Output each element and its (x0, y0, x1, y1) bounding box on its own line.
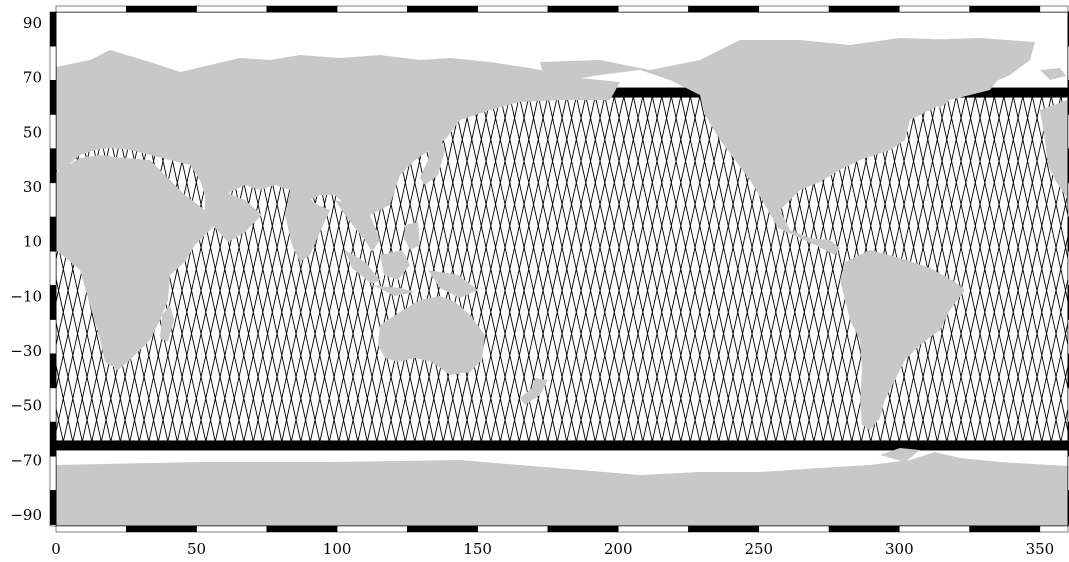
x-tick-label: 100 (323, 540, 352, 558)
x-tick-label: 350 (1026, 540, 1055, 558)
frame-segment-left (49, 285, 57, 320)
frame-segment-bottom (899, 525, 970, 533)
land-western-europe (1040, 100, 1068, 200)
frame-segment-left (49, 421, 57, 457)
frame-segment-left (49, 524, 57, 527)
frame-segment-bottom (55, 525, 127, 533)
y-tick-label: 50 (23, 123, 42, 141)
frame-segment-left (49, 387, 57, 423)
y-tick-label: 10 (23, 233, 42, 251)
land-philippines (404, 222, 420, 250)
frame-segment-top (55, 5, 127, 13)
land-australia (378, 296, 485, 375)
frame-segment-bottom (336, 525, 408, 533)
frame-segment-left (49, 250, 57, 286)
frame-segment-top (828, 5, 900, 13)
frame-segment-left (49, 490, 57, 525)
land-antarctica (56, 452, 1068, 526)
frame-segment-bottom (828, 525, 900, 533)
land-scandinavia (85, 70, 150, 125)
land-java (372, 285, 415, 296)
frame-segment-bottom (758, 525, 830, 533)
frame-segment-bottom (547, 525, 619, 533)
land-iceland (1040, 68, 1066, 80)
frame-segment-bottom (688, 525, 760, 533)
frame-segment-top (617, 5, 689, 13)
land-madagascar (160, 305, 174, 342)
frame-segment-left (49, 148, 57, 184)
land-masses (56, 38, 1068, 526)
x-tick-label: 250 (744, 540, 773, 558)
frame-segment-left (49, 182, 57, 218)
frame-segment-left (49, 319, 57, 355)
frame-segment-top (969, 5, 1041, 13)
frame-segment-left (49, 45, 57, 81)
y-tick-label: 70 (23, 69, 42, 87)
frame-segment-top (758, 5, 830, 13)
frame-segment-top (126, 5, 197, 13)
land-new-guinea (428, 270, 478, 298)
y-tick-label: −70 (10, 451, 42, 469)
land-borneo (380, 250, 410, 280)
land-greenland (870, 38, 1035, 108)
axis-tick-labels: 0 50 100 150 200 250 300 350 90 70 50 30 10 −10 −30 −50… (10, 14, 1054, 558)
frame-segment-bottom (196, 525, 268, 533)
frame-segment-top (196, 5, 268, 13)
frame-segment-top (547, 5, 619, 13)
frame-segment-bottom (477, 525, 549, 533)
x-tick-label: 300 (885, 540, 914, 558)
frame-segment-bottom (407, 525, 478, 533)
frame-segment-left (49, 353, 57, 389)
y-tick-label: −10 (10, 287, 42, 305)
frame-segment-left (49, 216, 57, 252)
land-north-america (540, 38, 1030, 255)
land-eurasia (56, 50, 620, 220)
y-tick-label: 30 (23, 178, 42, 196)
land-south-america (840, 250, 965, 430)
track-dense-edge-south (56, 440, 1068, 451)
frame-segment-top (336, 5, 408, 13)
frame-segment-top (477, 5, 549, 13)
land-new-zealand (520, 378, 548, 405)
land-japan (420, 135, 445, 185)
frame-segment-top (266, 5, 338, 13)
land-arabia (205, 190, 262, 242)
frame-segment-left (49, 456, 57, 491)
land-india (285, 190, 330, 262)
x-tick-label: 200 (604, 540, 633, 558)
y-tick-label: −30 (10, 342, 42, 360)
frame-segment-bottom (969, 525, 1041, 533)
frame-segment-left (49, 80, 57, 115)
y-tick-label: 90 (23, 14, 42, 32)
frame-segment-bottom (1039, 525, 1069, 533)
land-sumatra (345, 250, 380, 284)
frame-segment-bottom (617, 525, 689, 533)
frame-segment-bottom (266, 525, 338, 533)
x-tick-label: 50 (187, 540, 206, 558)
x-tick-label: 0 (51, 540, 61, 558)
frame-segment-top (1039, 5, 1069, 13)
x-tick-label: 150 (463, 540, 492, 558)
frame-segment-left (49, 114, 57, 149)
frame-segment-top (899, 5, 970, 13)
frame-segment-left (49, 11, 57, 47)
frame-segment-bottom (126, 525, 197, 533)
y-tick-label: −50 (10, 397, 42, 415)
frame-segment-top (688, 5, 760, 13)
frame-segment-top (407, 5, 478, 13)
land-indochina (335, 200, 380, 252)
land-africa (56, 155, 215, 370)
y-tick-label: −90 (10, 506, 42, 524)
land-antarctic-peninsula (880, 448, 920, 462)
